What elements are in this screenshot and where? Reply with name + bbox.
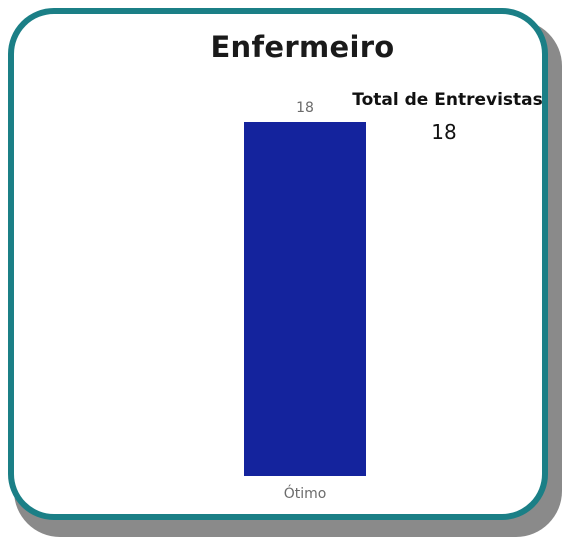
total-interviews-value: 18 [431,120,457,144]
bar-0 [244,122,366,476]
chart-title: Enfermeiro [210,30,395,64]
total-interviews-label: Total de Entrevistas [352,90,543,110]
x-tick-label-0: Ótimo [284,484,327,502]
bar-data-label-0: 18 [296,100,314,116]
